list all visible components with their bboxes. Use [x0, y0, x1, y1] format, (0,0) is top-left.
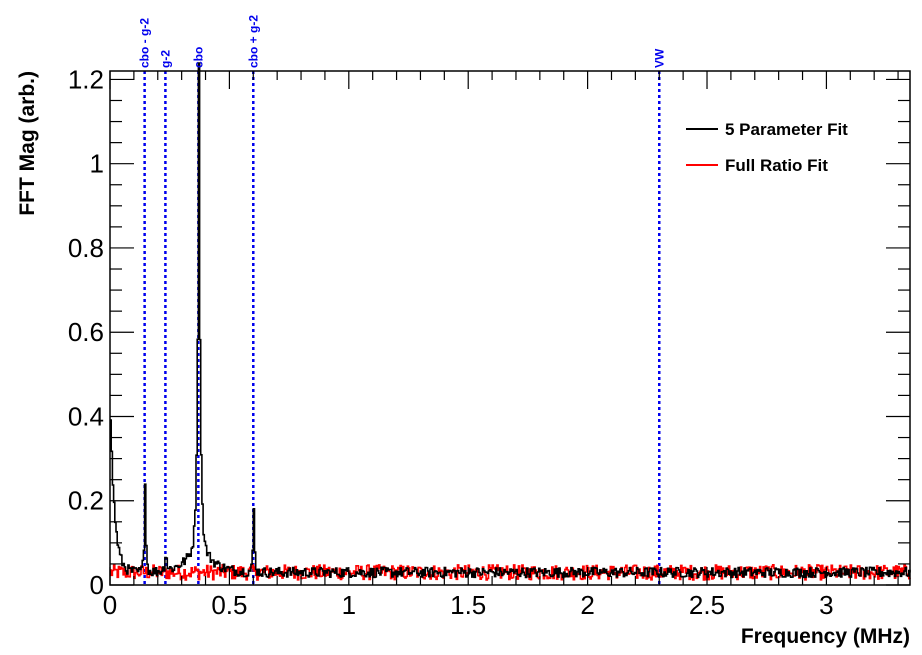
y-axis-title: FFT Mag (arb.) — [16, 71, 39, 216]
marker-labels: cbo - g-2 g-2 cbo cbo + g-2 VW — [138, 15, 667, 68]
legend: 5 Parameter Fit Full Ratio Fit — [686, 120, 848, 175]
y-axis-ticks: 0 0.2 0.4 0.6 0.8 1 1.2 — [68, 64, 910, 600]
y-tick-label: 1 — [90, 149, 104, 179]
y-tick-label: 0.2 — [68, 486, 104, 516]
plot-frame — [109, 70, 911, 586]
series-5-parameter-fit — [110, 62, 911, 579]
legend-entry-full-ratio-fit: Full Ratio Fit — [725, 156, 828, 175]
x-tick-label: 0 — [103, 590, 117, 620]
series-line-5-parameter-fit — [110, 62, 911, 579]
x-axis-title: Frequency (MHz) — [741, 625, 910, 648]
x-tick-label: 1 — [342, 590, 356, 620]
x-tick-label: 0.5 — [211, 590, 247, 620]
legend-entry-5-parameter-fit: 5 Parameter Fit — [725, 120, 848, 139]
y-tick-label: 0 — [90, 570, 104, 600]
y-tick-label: 0.6 — [68, 317, 104, 347]
series-full-ratio-fit — [110, 564, 911, 581]
y-tick-label: 1.2 — [68, 64, 104, 94]
x-tick-label: 2 — [580, 590, 594, 620]
marker-lines — [143, 71, 661, 585]
x-tick-label: 3 — [819, 590, 833, 620]
x-tick-label: 2.5 — [689, 590, 725, 620]
y-tick-label: 0.4 — [68, 401, 104, 431]
series-line-full-ratio-fit — [110, 564, 911, 581]
y-tick-label: 0.8 — [68, 233, 104, 263]
marker-label: cbo — [191, 47, 205, 68]
marker-label: cbo - g-2 — [138, 18, 152, 68]
marker-label: g-2 — [158, 50, 172, 68]
x-tick-label: 1.5 — [450, 590, 486, 620]
x-axis-ticks: 0 0.5 1 1.5 2 2.5 3 — [103, 71, 899, 620]
marker-label: cbo + g-2 — [246, 15, 260, 68]
marker-label: VW — [652, 48, 666, 68]
